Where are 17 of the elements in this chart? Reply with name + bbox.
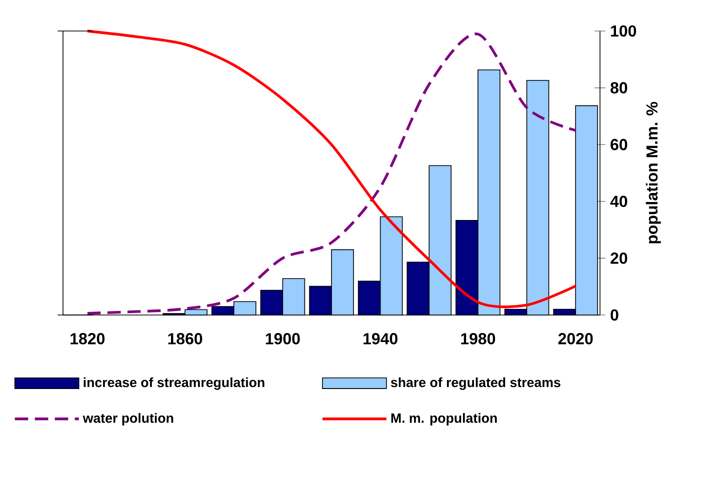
x-tick-label: 1900 [266,333,300,344]
legend-label: share of regulated streams [390,377,560,390]
x-tick-label: 1940 [364,333,398,344]
x-tick-label: 1860 [168,333,202,344]
legend-label: increase of streamregulation [84,377,264,390]
y-tick-label: 40 [610,196,628,208]
x-tick-label: 1820 [70,333,105,344]
x-tick-label: 1980 [461,333,496,344]
legend-label: M. m. population [391,413,497,426]
y-tick-label: 0 [610,309,618,321]
y-tick-label: 60 [610,138,628,150]
y-axis-title: population M.m. % [646,102,661,244]
y-tick-label: 20 [610,252,628,264]
legend-label: water polution [82,413,174,426]
y-tick-label: 100 [611,25,636,37]
y-tick-label: 80 [610,82,628,94]
x-tick-label: 2020 [558,333,593,344]
